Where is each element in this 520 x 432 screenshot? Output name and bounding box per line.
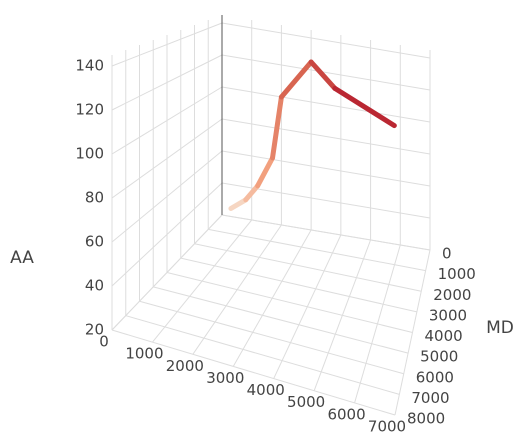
grid-line — [194, 243, 422, 292]
line-segment — [270, 94, 284, 161]
line-segment — [228, 197, 249, 211]
grid-line — [125, 315, 400, 395]
grid-line — [221, 22, 431, 59]
line-segment — [255, 155, 276, 189]
grid-line — [221, 150, 431, 187]
z-tick-label: 20 — [85, 321, 104, 339]
x-tick-label: 5000 — [287, 393, 325, 411]
grid-line — [221, 118, 431, 155]
y-tick-label: 4000 — [425, 327, 463, 345]
line-segment — [278, 59, 314, 100]
x-tick-label: 2000 — [166, 357, 204, 375]
grid-line — [139, 300, 404, 375]
y-tick-label: 1000 — [438, 265, 476, 283]
grid-line — [111, 86, 223, 155]
grid-line — [221, 54, 431, 91]
y-tick-label: 2000 — [433, 286, 471, 304]
grid-line — [153, 286, 409, 354]
x-tick-label: 0 — [99, 333, 109, 351]
z-tick-label: 140 — [75, 57, 104, 75]
z-tick-label: 100 — [75, 145, 104, 163]
x-tick-label: 6000 — [327, 405, 365, 423]
z-tick-label: 120 — [75, 101, 104, 119]
z-tick-label: 80 — [85, 189, 104, 207]
grid-line — [180, 257, 417, 313]
grid-line — [111, 182, 223, 287]
z-axis-title: AA — [10, 248, 34, 268]
y-tick-label: 7000 — [411, 389, 449, 407]
x-tick-label: 1000 — [125, 345, 163, 363]
y-tick-label: 6000 — [416, 368, 454, 386]
grid-line — [111, 329, 396, 416]
y-tick-label: 3000 — [429, 306, 467, 324]
grid-line — [111, 22, 223, 67]
y-tick-label: 0 — [442, 245, 452, 263]
x-tick-label: 7000 — [368, 418, 406, 432]
z-tick-label: 40 — [85, 277, 104, 295]
z-tick-label: 60 — [85, 233, 104, 251]
grid-line — [111, 150, 223, 243]
x-tick-label: 4000 — [247, 381, 285, 399]
x-tick-label: 3000 — [206, 369, 244, 387]
grid-line — [111, 214, 223, 331]
grid-line — [166, 272, 413, 333]
grid-line — [221, 86, 431, 123]
y-tick-label: 5000 — [420, 348, 458, 366]
grid-line — [111, 54, 223, 111]
grid-line — [221, 214, 431, 251]
y-axis-title: MD — [486, 318, 514, 338]
grid-line — [208, 228, 426, 272]
line-segment — [308, 59, 338, 91]
line-segment — [243, 183, 261, 203]
grid-line — [111, 118, 223, 199]
line-segment — [332, 85, 397, 129]
y-tick-label: 8000 — [407, 410, 445, 428]
